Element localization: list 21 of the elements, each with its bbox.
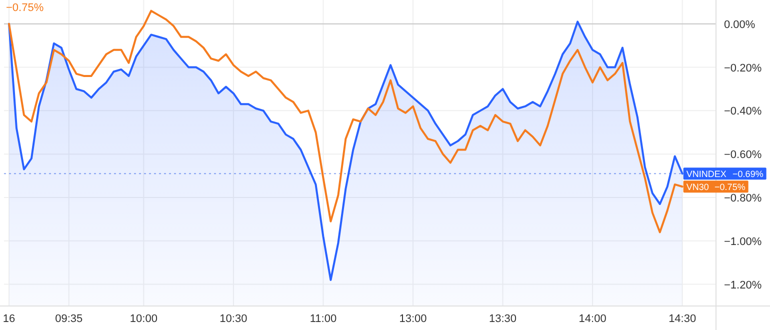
x-tick-label: 11:00: [310, 313, 337, 325]
x-tick-label: 13:00: [399, 313, 427, 325]
y-tick-label: 0.00%: [724, 18, 756, 31]
x-tick-label: 10:30: [220, 313, 248, 325]
y-tick-label: −0.60%: [724, 149, 762, 162]
y-tick-label: −1.20%: [724, 279, 762, 292]
y-tick-label: −0.20%: [724, 62, 762, 74]
series-label: VNINDEX: [686, 169, 726, 180]
text: −0.69%: [732, 169, 764, 180]
y-tick-label: −1.00%: [724, 236, 762, 248]
x-tick-label: 10:00: [130, 313, 158, 325]
y-tick-label: −0.80%: [724, 192, 762, 204]
text: −0.75%: [714, 182, 746, 192]
y-tick-label: −0.40%: [724, 106, 762, 118]
x-tick-label: 09:35: [55, 313, 83, 325]
x-tick-label: 14:30: [668, 313, 696, 325]
x-tick-label: 13:30: [489, 313, 517, 325]
x-tick-label: 16: [2, 313, 16, 325]
series-label: VN30: [686, 182, 709, 192]
x-tick-label: 14:00: [578, 313, 606, 325]
annotation: −0.75%: [6, 2, 44, 14]
